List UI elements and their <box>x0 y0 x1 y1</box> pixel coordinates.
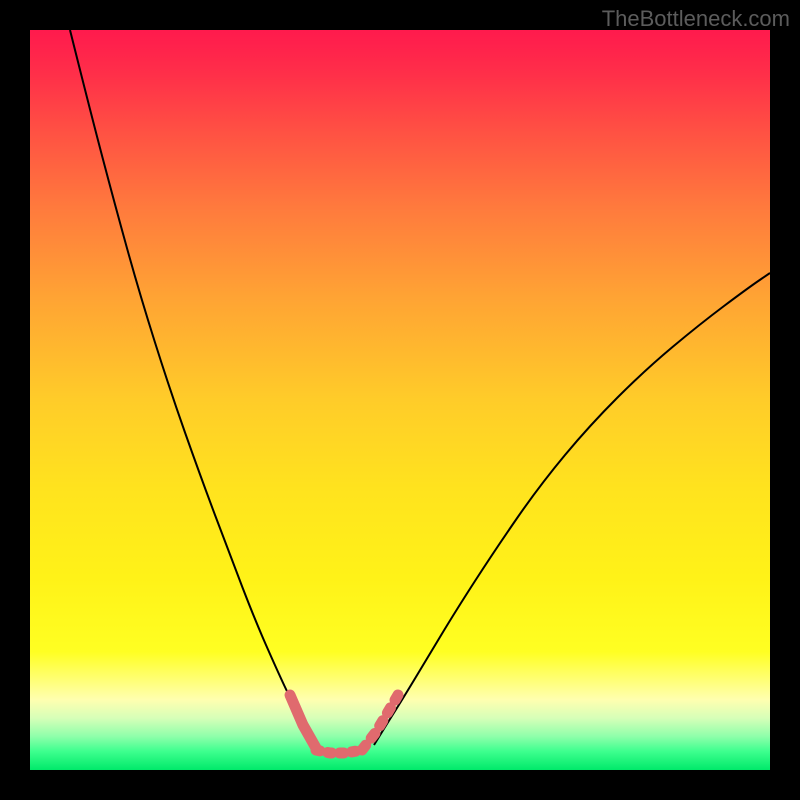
left-curve <box>70 30 316 745</box>
bottom-marker-right <box>362 695 398 750</box>
right-curve <box>374 273 770 745</box>
curve-layer <box>30 30 770 770</box>
bottom-marker-flat <box>316 750 362 753</box>
chart-container: TheBottleneck.com <box>0 0 800 800</box>
bottom-marker-left <box>290 695 316 748</box>
plot-area <box>30 30 770 770</box>
watermark-text: TheBottleneck.com <box>602 6 790 32</box>
